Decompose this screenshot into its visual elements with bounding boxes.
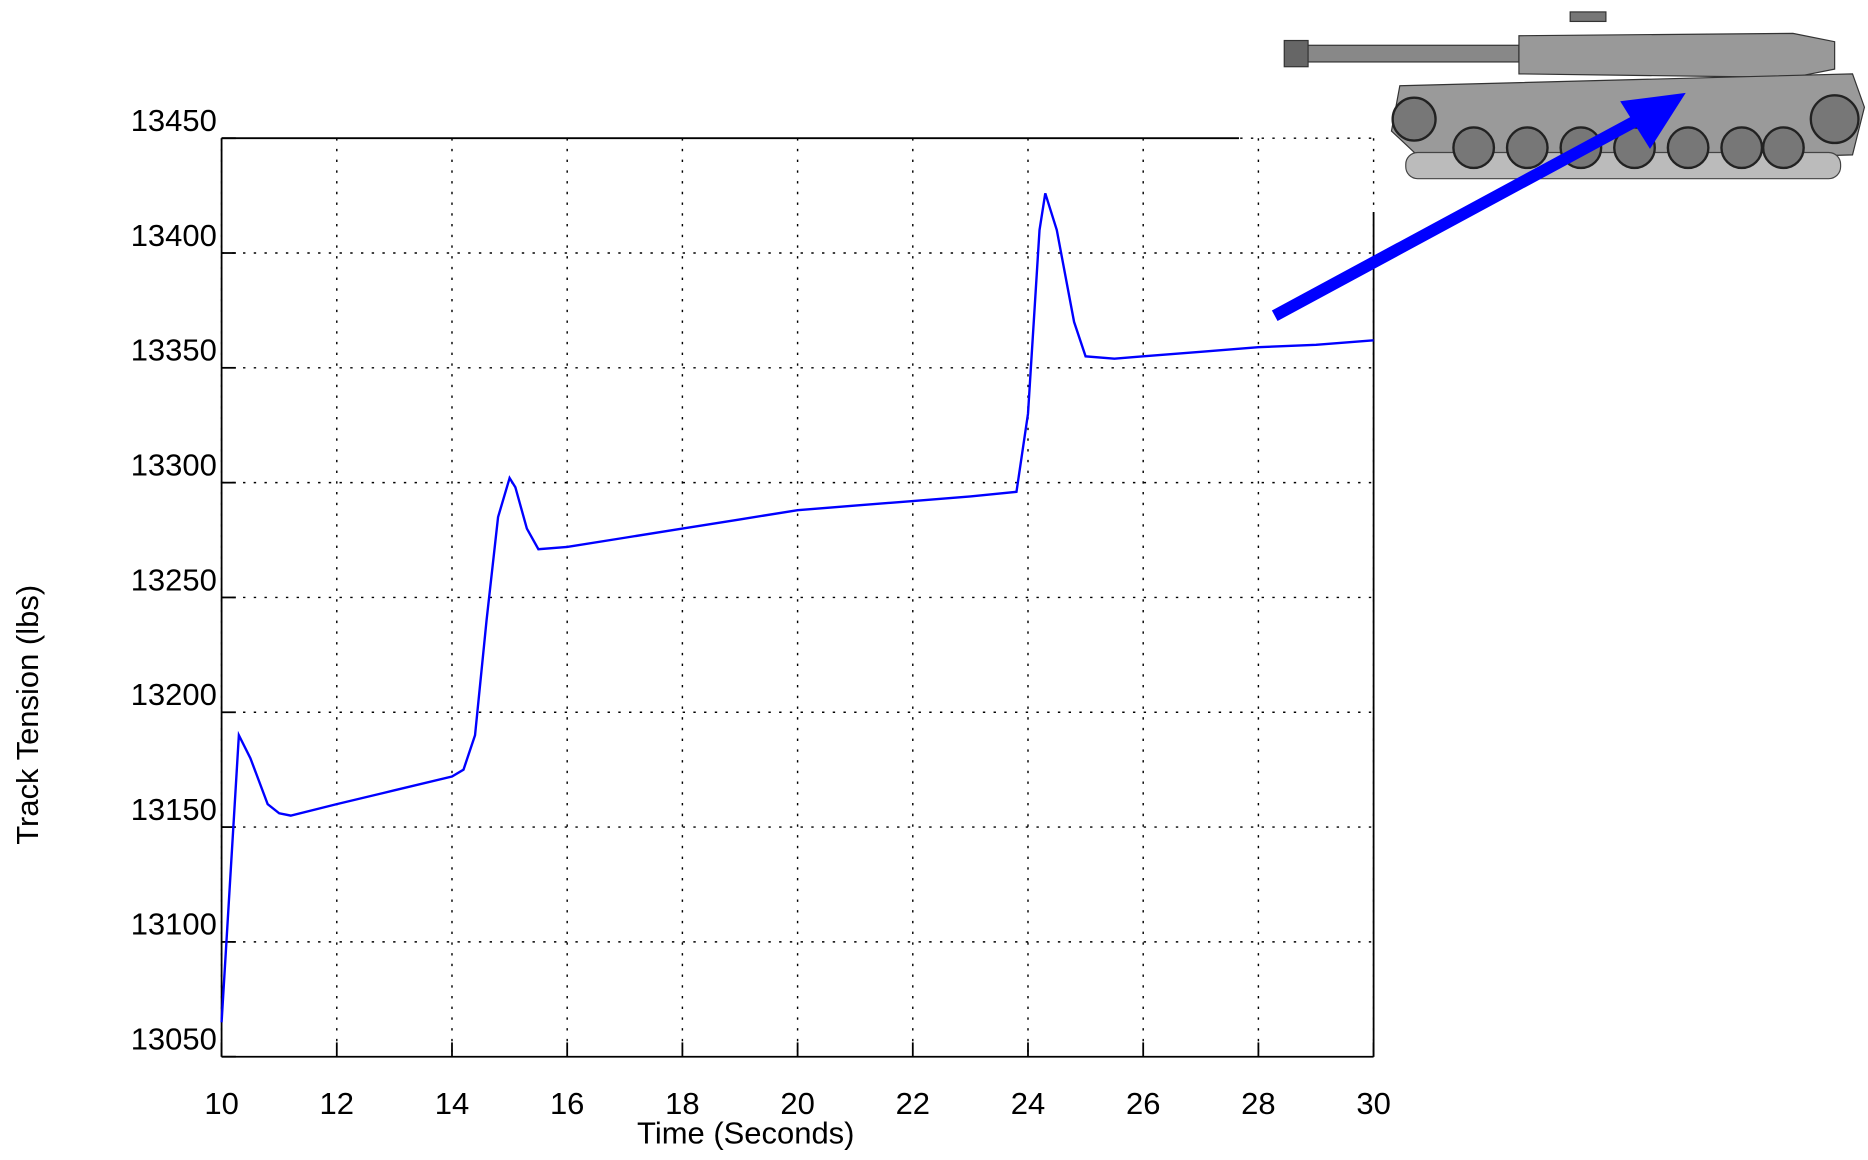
tank-muzzle: [1283, 39, 1309, 68]
grid: [220, 137, 1375, 1058]
data-line: [220, 192, 1374, 1023]
tank-wheel: [1391, 96, 1437, 142]
arrow: [1271, 92, 1686, 321]
tank-turret: [1518, 32, 1836, 79]
y-tick-label: 13300: [131, 447, 217, 482]
x-tick-label: 14: [435, 1086, 469, 1121]
y-axis-label: Track Tension (lbs): [10, 585, 45, 845]
x-axis-label: Time (Seconds): [637, 1116, 854, 1151]
tank-hatch: [1569, 11, 1607, 23]
y-tick-label: 13400: [131, 218, 217, 253]
x-tick-label: 26: [1126, 1086, 1160, 1121]
x-tick-label: 10: [204, 1086, 238, 1121]
x-tick-label: 30: [1356, 1086, 1390, 1121]
y-tick-label: 13350: [131, 333, 217, 368]
tank-wheel: [1505, 126, 1549, 170]
x-tick-label: 12: [320, 1086, 354, 1121]
arrow-shaft: [1271, 107, 1653, 321]
y-tick-label: 13250: [131, 562, 217, 597]
tank-wheel: [1809, 94, 1860, 145]
arrow-head: [1620, 92, 1686, 149]
x-tick-label: 20: [780, 1086, 814, 1121]
x-tick-label: 28: [1241, 1086, 1275, 1121]
tank-illustration: [1283, 11, 1866, 180]
y-tick-label: 13050: [131, 1022, 217, 1057]
x-tick-label: 22: [896, 1086, 930, 1121]
tank-wheel: [1761, 126, 1805, 170]
tank-wheel: [1720, 126, 1764, 170]
y-tick-label: 13100: [131, 907, 217, 942]
tank-wheel: [1666, 126, 1710, 170]
y-tick-label: 13150: [131, 792, 217, 827]
tank-barrel: [1307, 44, 1520, 63]
tank-wheels: [1391, 94, 1860, 170]
x-tick-label: 24: [1011, 1086, 1045, 1121]
x-tick-label: 18: [665, 1086, 699, 1121]
y-tick-label: 13450: [131, 103, 217, 138]
x-tick-label: 16: [550, 1086, 584, 1121]
y-tick-label: 13200: [131, 677, 217, 712]
tank-wheel: [1452, 126, 1496, 170]
